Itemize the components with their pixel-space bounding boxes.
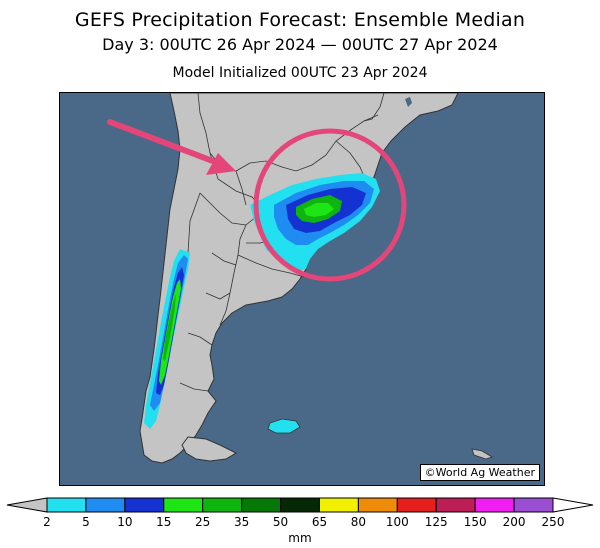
colorbar-tick-label: 250 — [542, 515, 565, 529]
colorbar-tick-label: 10 — [117, 515, 132, 529]
land-falklands — [267, 418, 301, 434]
colorbar-tick-label: 100 — [386, 515, 409, 529]
colorbar-max-arrow — [552, 497, 594, 513]
precip-uruguay-region — [250, 173, 380, 271]
colorbar-tick-label: 125 — [425, 515, 448, 529]
colorbar-tick-label: 80 — [351, 515, 366, 529]
colorbar-swatch — [85, 497, 126, 513]
credit-label: ©World Ag Weather — [419, 464, 540, 481]
precip-chile — [144, 249, 190, 429]
land-tierra-del-fuego — [181, 436, 238, 462]
chart-title: GEFS Precipitation Forecast: Ensemble Me… — [74, 9, 526, 31]
colorbar-unit-label: mm — [288, 531, 311, 545]
colorbar-swatch — [318, 497, 359, 513]
colorbar-swatch — [163, 497, 204, 513]
colorbar-min-arrow — [6, 497, 48, 513]
colorbar-tick-label: 50 — [273, 515, 288, 529]
colorbar-tick-label: 15 — [156, 515, 171, 529]
colorbar-swatch — [280, 497, 320, 513]
colorbar-tick-label: 25 — [195, 515, 210, 529]
colorbar-swatch — [202, 497, 243, 513]
colorbar-tick-label: 65 — [312, 515, 327, 529]
colorbar-swatch — [435, 497, 476, 513]
colorbar-swatch — [46, 497, 87, 513]
colorbar-tick-label: 5 — [82, 515, 90, 529]
lake — [405, 97, 412, 107]
map-svg — [60, 93, 544, 485]
colorbar-tick-label: 35 — [234, 515, 249, 529]
highlight-arrow — [107, 119, 236, 175]
colorbar-swatch — [396, 497, 437, 513]
land-south-georgia — [471, 448, 493, 460]
colorbar-tick-label: 2 — [43, 515, 51, 529]
colorbar-swatch — [124, 497, 165, 513]
colorbar-swatch — [357, 497, 398, 513]
colorbar-swatch — [513, 497, 554, 513]
model-initialized-label: Model Initialized 00UTC 23 Apr 2024 — [172, 65, 428, 81]
highlight-circle — [253, 128, 407, 282]
precipitation-map: ©World Ag Weather — [59, 92, 545, 486]
forecast-period: Day 3: 00UTC 26 Apr 2024 — 00UTC 27 Apr … — [102, 35, 498, 54]
colorbar-swatch — [241, 497, 282, 513]
colorbar-tick-label: 200 — [503, 515, 526, 529]
colorbar-tick-label: 150 — [464, 515, 487, 529]
colorbar-legend: 2 5 10 15 25 35 50 65 80 100 125 150 200 250 mm — [0, 494, 600, 548]
colorbar-swatch — [474, 497, 515, 513]
